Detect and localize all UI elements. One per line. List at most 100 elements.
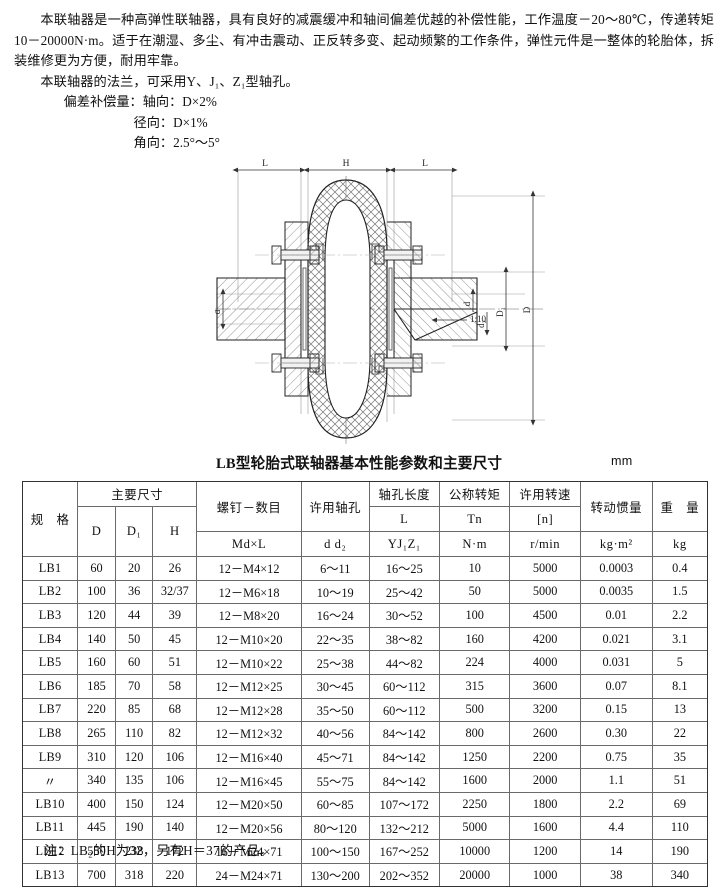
cell-screw: 12－M16×45 bbox=[196, 768, 302, 793]
cell-D: 100 bbox=[77, 579, 116, 605]
cell-H: 26 bbox=[152, 556, 198, 581]
cell-screw: 12－M20×56 bbox=[196, 815, 302, 841]
header-bore-length: 轴孔长度 bbox=[368, 482, 441, 507]
cell-torque: 800 bbox=[438, 721, 511, 746]
cell-weight: 1.5 bbox=[651, 579, 707, 605]
taper-label: 1:10 bbox=[470, 314, 487, 324]
cell-len: 44～82 bbox=[368, 650, 441, 675]
cell-D1: 70 bbox=[114, 673, 154, 699]
table-row: LB2 100 36 32/37 12－M6×18 10～19 25～42 50 5000 0.0… bbox=[23, 579, 707, 605]
compensation-item-angular-name: 角向： bbox=[133, 135, 174, 150]
cell-D: 160 bbox=[77, 650, 116, 675]
cell-bore: 40～56 bbox=[300, 721, 370, 746]
cell-D: 445 bbox=[77, 815, 116, 841]
cell-D1: 120 bbox=[114, 744, 154, 770]
header-torque-unit: N·m bbox=[438, 531, 511, 557]
cell-len: 38～82 bbox=[368, 626, 441, 652]
cell-speed: 4000 bbox=[509, 650, 581, 675]
cell-spec: LB7 bbox=[23, 697, 79, 723]
cell-speed: 2200 bbox=[509, 744, 581, 770]
dim-label-H: H bbox=[343, 159, 350, 169]
cell-H: 39 bbox=[152, 603, 198, 628]
cell-torque: 10000 bbox=[438, 839, 511, 864]
cell-torque: 5000 bbox=[438, 815, 511, 841]
compensation-item-radial-name: 径向： bbox=[133, 114, 174, 130]
cell-H: 106 bbox=[152, 768, 198, 793]
header-weight: 重 量 bbox=[651, 482, 707, 532]
cell-speed: 4500 bbox=[509, 603, 581, 628]
header-bore-symbol: d d₂ bbox=[300, 531, 370, 557]
header-bore-length-symbol2: YJ₁Z₁ bbox=[368, 531, 441, 557]
header-bore: 许用轴孔 bbox=[300, 482, 370, 532]
cell-H: 45 bbox=[152, 626, 198, 652]
cell-D: 265 bbox=[77, 721, 116, 746]
cell-speed: 1000 bbox=[509, 862, 581, 887]
cell-H: 68 bbox=[152, 697, 198, 723]
table-row: LB1 60 20 26 12－M4×12 6～11 16～25 10 5000 0.0003 0.… bbox=[23, 556, 707, 581]
compensation-item-radial-value: D×1% bbox=[173, 114, 208, 130]
table-row: LB8 265 110 82 12－M12×32 40～56 84～142 800 2600 0.… bbox=[23, 721, 707, 746]
cell-len: 30～52 bbox=[368, 603, 441, 628]
cell-speed: 1600 bbox=[509, 815, 581, 841]
cell-spec: LB5 bbox=[23, 650, 79, 675]
cell-H: 140 bbox=[152, 815, 198, 841]
cell-D: 140 bbox=[77, 626, 116, 652]
compensation-line-angular: 角向：2.5°～5° bbox=[134, 133, 714, 154]
cell-len: 202～352 bbox=[368, 862, 441, 887]
cell-speed: 3600 bbox=[509, 673, 581, 699]
cell-spec: 〃 bbox=[23, 768, 79, 793]
cell-D1: 110 bbox=[114, 721, 154, 746]
cell-D1: 60 bbox=[114, 650, 154, 675]
cell-D: 340 bbox=[77, 768, 116, 793]
cell-speed: 4200 bbox=[509, 626, 581, 652]
cell-len: 84～142 bbox=[368, 768, 441, 793]
cell-speed: 1800 bbox=[509, 791, 581, 817]
compensation-label: 偏差补偿量： bbox=[63, 94, 143, 109]
cell-screw: 12－M16×40 bbox=[196, 744, 302, 770]
cell-screw: 12－M10×20 bbox=[196, 626, 302, 652]
cell-speed: 2600 bbox=[509, 721, 581, 746]
cell-speed: 1200 bbox=[509, 839, 581, 864]
table-note: 注：LB₂的H为32，另有H＝37的产品。 bbox=[44, 843, 274, 858]
cell-D: 700 bbox=[77, 862, 116, 887]
cell-screw: 24－M24×71 bbox=[196, 862, 302, 887]
cell-spec: LB2 bbox=[23, 579, 79, 605]
cell-speed: 3200 bbox=[509, 697, 581, 723]
header-speed-unit: r/min bbox=[509, 531, 581, 557]
table-row: LB4 140 50 45 12－M10×20 22～35 38～82 160 4200 0.02… bbox=[23, 626, 707, 652]
dim-label-d-right: d bbox=[462, 301, 472, 306]
spec-table: 规 格 主要尺寸 螺钉－数目 许用轴孔 轴孔长度 公称转矩 许用转速 转动惯量 … bbox=[23, 482, 707, 887]
compensation-line-radial: 径向：D×1% bbox=[134, 113, 714, 134]
cell-inertia: 0.0003 bbox=[579, 556, 653, 581]
header-H: H bbox=[152, 506, 198, 557]
header-inertia: 转动惯量 bbox=[579, 482, 653, 532]
header-screw: 螺钉－数目 bbox=[196, 482, 302, 532]
cell-H: 106 bbox=[152, 744, 198, 770]
cell-H: 82 bbox=[152, 721, 198, 746]
table-row: LB6 185 70 58 12－M12×25 30～45 60～112 315 3600 0.0… bbox=[23, 673, 707, 699]
cell-D1: 20 bbox=[114, 556, 154, 581]
cell-bore: 130～200 bbox=[300, 862, 370, 887]
cell-torque: 50 bbox=[438, 579, 511, 605]
cell-speed: 5000 bbox=[509, 579, 581, 605]
cell-inertia: 1.1 bbox=[579, 768, 653, 793]
cell-torque: 224 bbox=[438, 650, 511, 675]
cell-D1: 150 bbox=[114, 791, 154, 817]
cell-weight: 13 bbox=[651, 697, 707, 723]
cell-screw: 12－M6×18 bbox=[196, 579, 302, 605]
table-row: LB3 120 44 39 12－M8×20 16～24 30～52 100 4500 0.01 2… bbox=[23, 603, 707, 628]
cell-len: 84～142 bbox=[368, 744, 441, 770]
cell-screw: 12－M12×25 bbox=[196, 673, 302, 699]
table-header-row-1: 规 格 主要尺寸 螺钉－数目 许用轴孔 轴孔长度 公称转矩 许用转速 转动惯量 … bbox=[23, 482, 707, 557]
table-row: LB10 400 150 124 12－M20×50 60～85 107～172 2250 18… bbox=[23, 791, 707, 817]
cell-spec: LB4 bbox=[23, 626, 79, 652]
cell-len: 16～25 bbox=[368, 556, 441, 581]
cell-torque: 1250 bbox=[438, 744, 511, 770]
cell-inertia: 0.0035 bbox=[579, 579, 653, 605]
table-row: LB12 550 238 172 16－M24×71 100～150 167～252 1000… bbox=[23, 839, 707, 864]
cell-bore: 25～38 bbox=[300, 650, 370, 675]
intro-paragraph-1: 本联轴器是一种高弹性联轴器，具有良好的减震缓冲和轴间偏差优越的补偿性能，工作温度… bbox=[14, 12, 714, 68]
cell-bore: 45～71 bbox=[300, 744, 370, 770]
cell-len: 25～42 bbox=[368, 579, 441, 605]
cell-inertia: 4.4 bbox=[579, 815, 653, 841]
